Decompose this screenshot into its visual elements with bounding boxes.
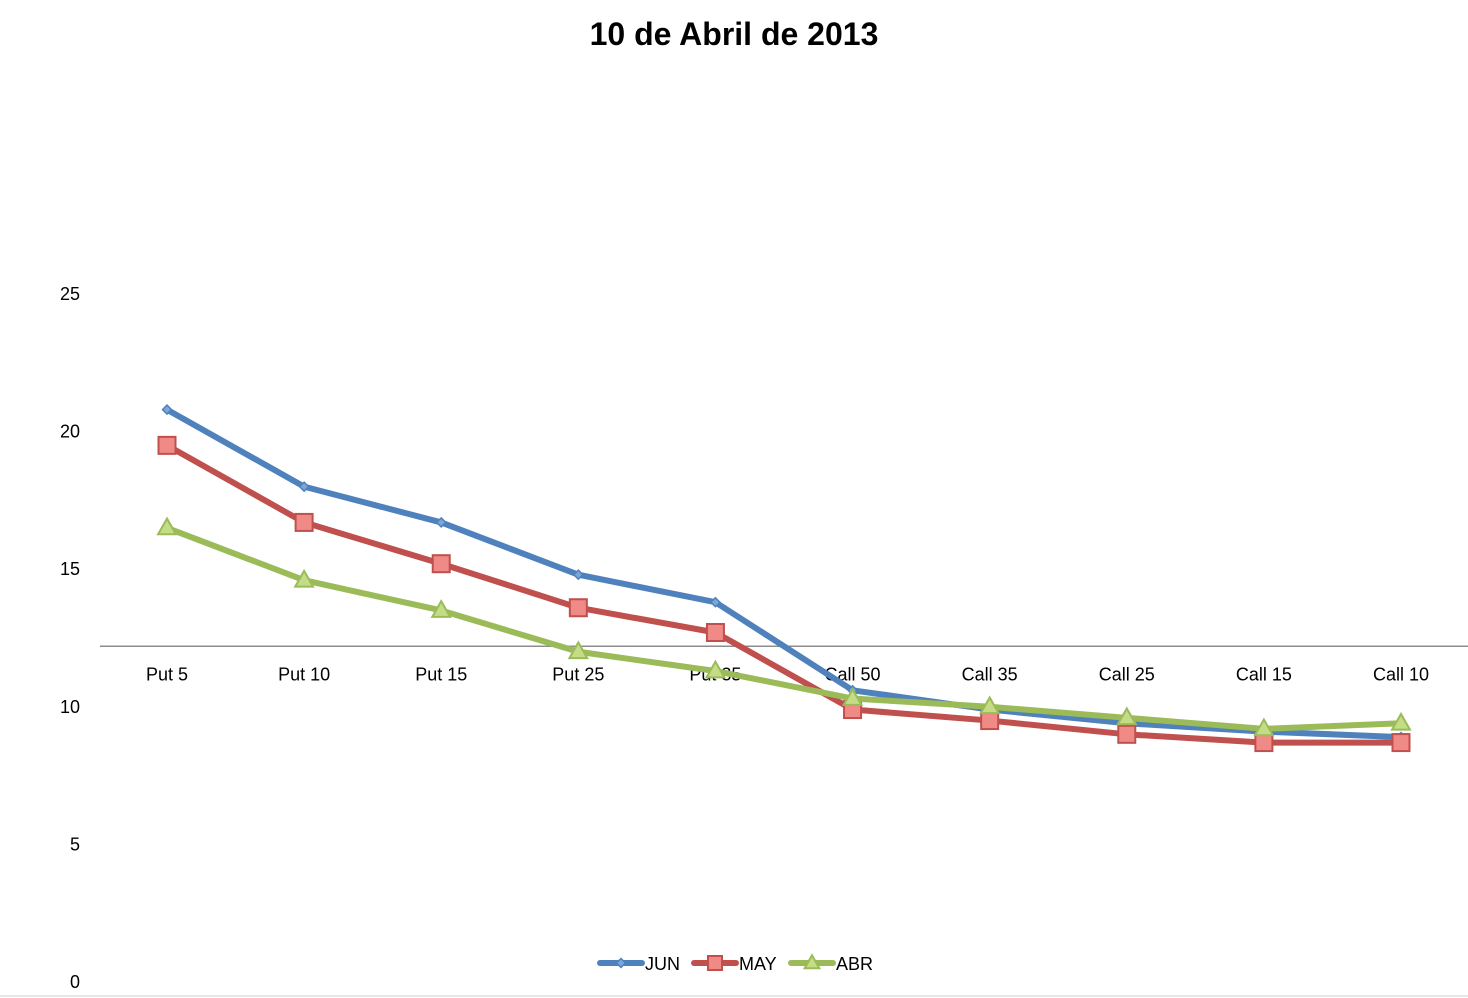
legend-label: MAY — [739, 954, 777, 974]
legend: JUN MAY ABR — [597, 953, 873, 974]
x-tick-label: Call 35 — [962, 664, 1018, 684]
series-jun-point-marker — [572, 569, 584, 581]
legend-item-may: MAY — [691, 954, 777, 974]
series-may-point-marker — [568, 598, 588, 618]
legend-item-abr: ABR — [788, 953, 873, 974]
x-tick-label: Call 10 — [1373, 664, 1429, 684]
x-tick-label: Put 25 — [552, 664, 604, 684]
x-tick-label: Call 25 — [1099, 664, 1155, 684]
series-may-point-marker — [980, 711, 1000, 731]
series-may-point-marker — [1254, 733, 1274, 753]
series-jun-point-marker — [435, 516, 447, 528]
legend-label: ABR — [836, 954, 873, 974]
y-tick-label: 20 — [60, 422, 80, 442]
series-abr-point-marker — [841, 687, 864, 706]
y-tick-label: 15 — [60, 559, 80, 579]
x-tick-label: Call 15 — [1236, 664, 1292, 684]
series-abr-point-marker — [430, 599, 452, 618]
series-abr-point-marker — [1390, 711, 1412, 731]
legend-marker — [707, 955, 723, 971]
series-line-jun — [164, 406, 1404, 741]
series-may-point-marker — [294, 512, 314, 532]
chart-title: 10 de Abril de 2013 — [589, 16, 879, 52]
y-axis-ticks: 0 5 10 15 20 25 — [60, 284, 80, 992]
series-jun-point-marker — [709, 596, 722, 608]
series-abr — [156, 516, 1412, 737]
legend-item-jun: JUN — [597, 954, 680, 974]
series-abr-point-marker — [1253, 717, 1275, 737]
series-jun-point-marker — [298, 481, 310, 493]
legend-marker — [802, 953, 822, 970]
series-abr-point-marker — [979, 695, 1001, 715]
series-layer — [156, 404, 1412, 753]
series-abr-point-marker — [156, 516, 178, 536]
series-jun — [161, 404, 1407, 743]
legend-marker — [615, 957, 627, 969]
series-may-point-marker — [705, 622, 725, 642]
series-abr-point-marker — [1116, 706, 1138, 726]
x-tick-label: Put 10 — [278, 664, 330, 684]
series-line-may — [164, 442, 1404, 746]
series-may-point-marker — [1117, 724, 1137, 744]
series-abr-point-marker — [704, 659, 727, 679]
series-may — [157, 435, 1411, 753]
series-line-abr — [164, 524, 1404, 732]
legend-label: JUN — [645, 954, 680, 974]
x-tick-label: Put 15 — [415, 664, 467, 684]
series-abr-point-marker — [293, 568, 315, 588]
x-tick-label: Put 5 — [146, 664, 188, 684]
y-tick-label: 0 — [70, 972, 80, 992]
y-tick-label: 5 — [70, 834, 80, 854]
series-abr-point-marker — [567, 640, 589, 660]
series-jun-point-marker — [161, 404, 173, 416]
series-may-point-marker — [1391, 733, 1411, 753]
y-tick-label: 25 — [60, 284, 80, 304]
y-tick-label: 10 — [60, 697, 80, 717]
series-may-point-marker — [431, 554, 451, 574]
category-axis: Put 5 Put 10 Put 15 Put 25 Put 35 Call 50 Call… — [0, 645, 1468, 997]
series-may-point-marker — [157, 435, 177, 455]
